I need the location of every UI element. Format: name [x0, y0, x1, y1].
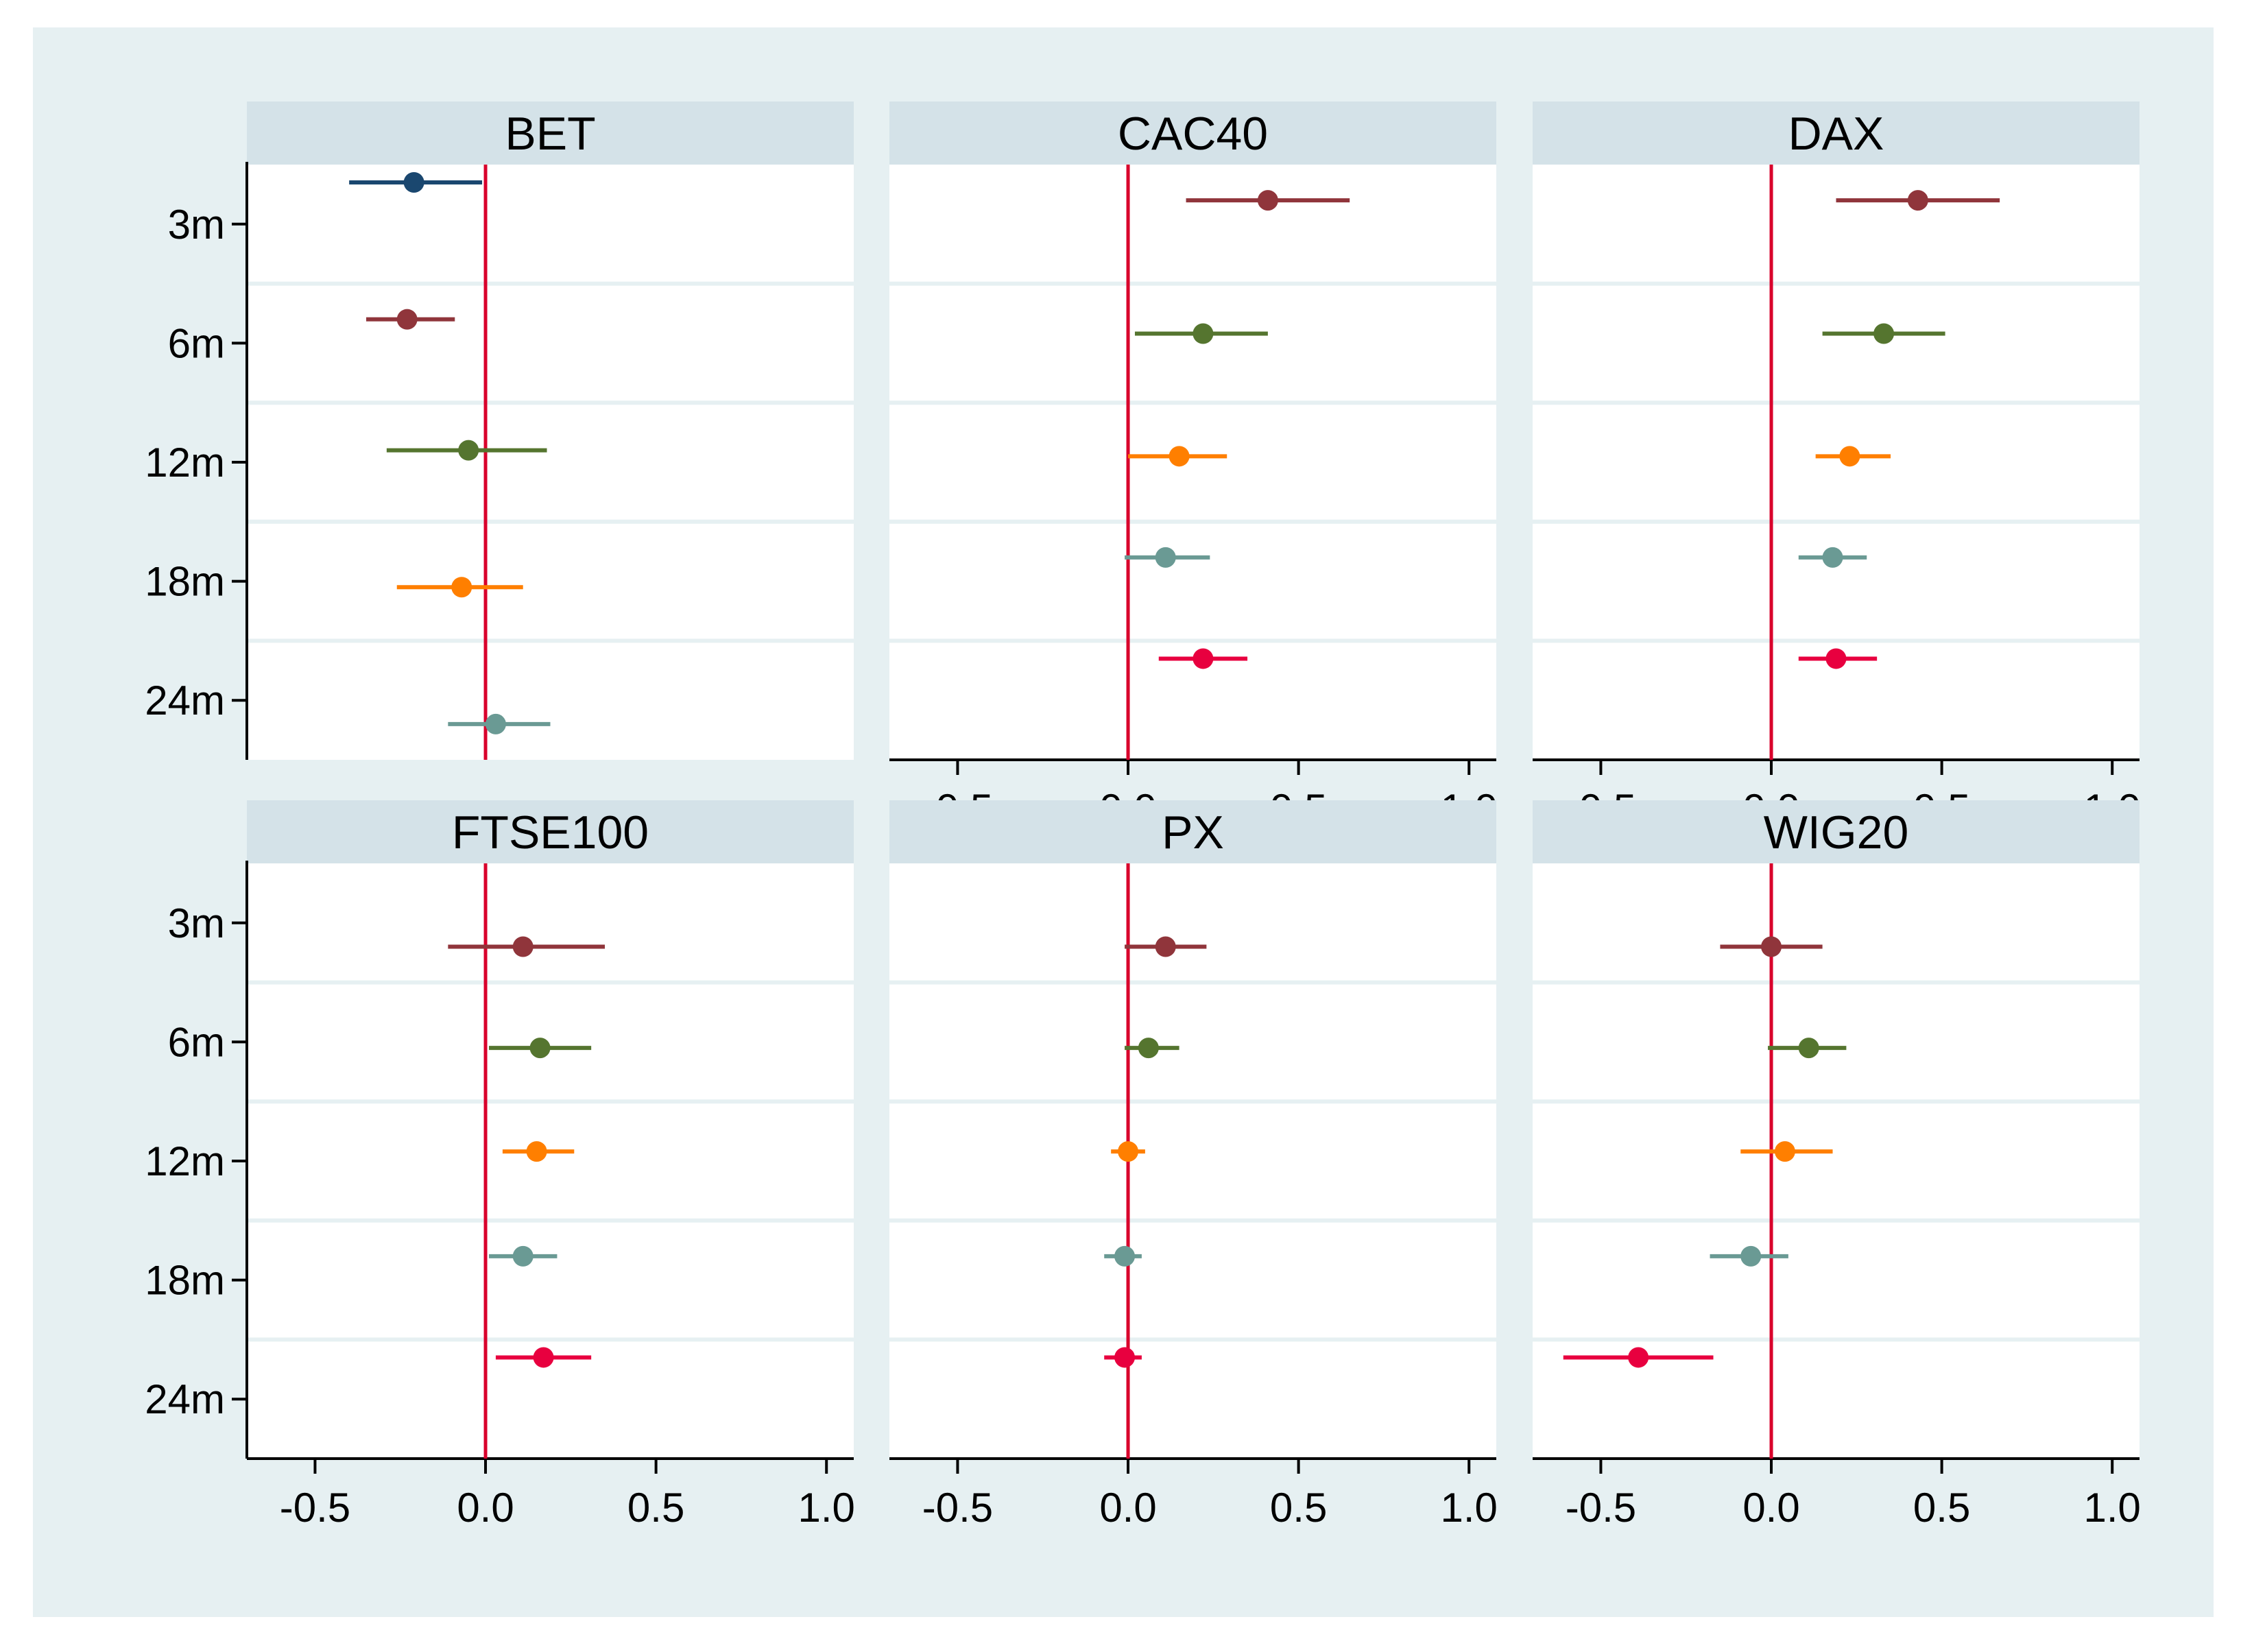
y-tick-label-12m: 12m	[145, 440, 225, 486]
point-estimate-24m	[1825, 648, 1847, 669]
point-estimate-18m	[512, 1245, 534, 1267]
point-estimate-24m	[533, 1347, 554, 1368]
point-estimate-18m	[1114, 1245, 1136, 1267]
plot-area	[889, 863, 1496, 1459]
panel-title: PX	[1162, 806, 1224, 859]
point-estimate-12m	[1118, 1141, 1139, 1162]
point-estimate-3m	[403, 172, 424, 193]
panel-bet: BET 3m 6m 12m 18m 24m	[145, 101, 854, 760]
y-tick-label-6m: 6m	[168, 320, 225, 366]
point-estimate-18m	[1740, 1245, 1762, 1267]
panel-title: WIG20	[1764, 806, 1909, 859]
panel-strip	[1533, 101, 2140, 165]
x-tick-label: 1.0	[798, 1485, 855, 1531]
point-estimate-3m	[1907, 190, 1928, 211]
x-tick-label: 1.0	[2084, 1485, 2141, 1531]
facet-panels: BET3m6m12m18m24mCAC40-0.50.00.51.0DAX-0.…	[145, 101, 2141, 1531]
x-tick-label: -0.5	[1566, 1485, 1636, 1531]
panel-strip	[247, 101, 854, 165]
y-tick-label-6m: 6m	[168, 1019, 225, 1065]
point-estimate-12m	[1774, 1141, 1795, 1162]
y-tick-label-3m: 3m	[168, 202, 225, 248]
panel-ftse100: FTSE100 3m 6m 12m 18m 24m -0.5 0.0 0.5 1.0	[145, 800, 855, 1531]
point-estimate-12m	[1839, 446, 1860, 467]
point-estimate-12m	[458, 440, 479, 461]
panel-strip	[247, 800, 854, 863]
point-estimate-6m	[396, 309, 418, 330]
point-estimate-18m	[1822, 547, 1843, 568]
x-tick-label: 0.0	[457, 1485, 514, 1531]
point-estimate-6m	[1798, 1038, 1819, 1059]
y-tick-label-18m: 18m	[145, 559, 225, 605]
panel-cac40: CAC40-0.50.00.51.0	[889, 101, 1498, 832]
y-tick-label-18m: 18m	[145, 1258, 225, 1304]
y-tick-label-3m: 3m	[168, 900, 225, 946]
panel-px: PX -0.5 0.0 0.5 1.0	[889, 800, 1498, 1531]
y-tick-label-24m: 24m	[145, 678, 225, 723]
plot-area	[1533, 165, 2140, 760]
x-tick-label: 0.0	[1099, 1485, 1156, 1531]
point-estimate-6m	[1193, 323, 1214, 344]
point-estimate-6m	[529, 1038, 551, 1059]
point-estimate-12m	[1169, 446, 1190, 467]
x-tick-label: 0.5	[1270, 1485, 1327, 1531]
point-estimate-24m	[1628, 1347, 1649, 1368]
x-tick-label: 0.5	[1913, 1485, 1970, 1531]
point-estimate-3m	[1761, 936, 1782, 957]
point-estimate-3m	[512, 936, 534, 957]
x-tick-label: 0.5	[627, 1485, 684, 1531]
point-estimate-3m	[1155, 936, 1176, 957]
point-estimate-12m	[526, 1141, 547, 1162]
point-estimate-3m	[1257, 190, 1278, 211]
x-tick-label: -0.5	[922, 1485, 993, 1531]
point-estimate-18m	[451, 577, 472, 598]
panel-title: CAC40	[1118, 108, 1268, 160]
plot-area	[247, 165, 854, 760]
panel-title: BET	[505, 108, 595, 160]
point-estimate-24m	[485, 713, 506, 734]
panel-title: DAX	[1788, 108, 1884, 160]
panel-wig20: WIG20 -0.5 0.0 0.5 1.0	[1533, 800, 2141, 1531]
panel-strip	[889, 800, 1496, 863]
point-estimate-24m	[1193, 648, 1214, 669]
y-tick-label-12m: 12m	[145, 1138, 225, 1184]
point-estimate-6m	[1138, 1038, 1159, 1059]
point-estimate-6m	[1873, 323, 1895, 344]
plot-area	[889, 165, 1496, 760]
point-estimate-24m	[1114, 1347, 1136, 1368]
y-tick-label-24m: 24m	[145, 1376, 225, 1422]
panel-strip	[1533, 800, 2140, 863]
panel-dax: DAX-0.50.00.51.0	[1533, 101, 2141, 832]
panel-title: FTSE100	[452, 806, 649, 859]
plot-area	[247, 863, 854, 1459]
panel-strip	[889, 101, 1496, 165]
point-estimate-18m	[1155, 547, 1176, 568]
plot-area	[1533, 863, 2140, 1459]
x-tick-label: -0.5	[280, 1485, 350, 1531]
x-tick-label: 1.0	[1441, 1485, 1498, 1531]
x-tick-label: 0.0	[1742, 1485, 1799, 1531]
